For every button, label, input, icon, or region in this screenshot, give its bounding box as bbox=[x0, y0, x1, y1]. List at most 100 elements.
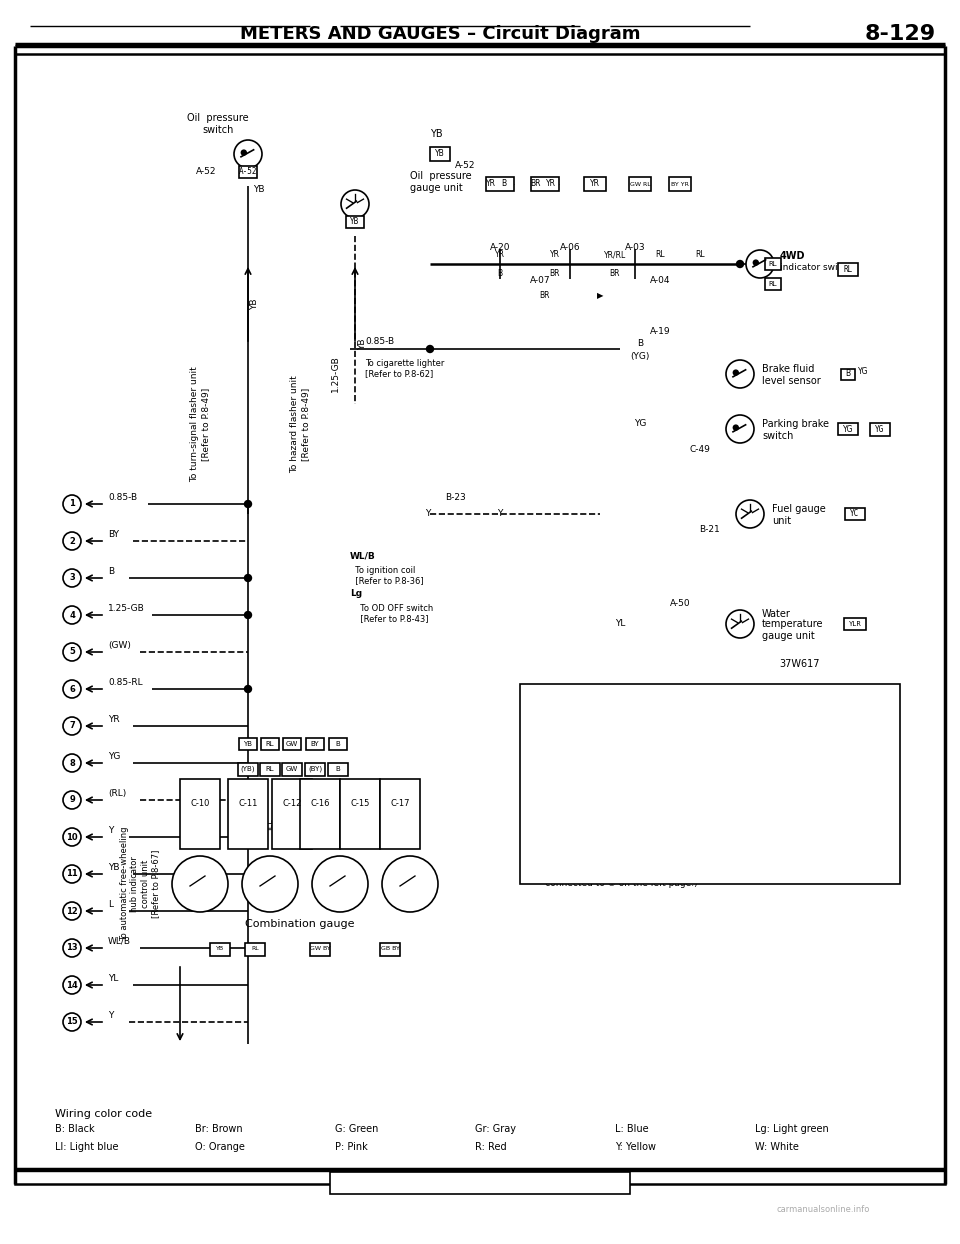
Text: RL: RL bbox=[695, 250, 705, 259]
Text: ▶: ▶ bbox=[597, 291, 603, 301]
Bar bbox=[239, 738, 257, 750]
Text: A-20: A-20 bbox=[490, 243, 511, 253]
Text: A-07: A-07 bbox=[530, 276, 550, 285]
Text: C-12: C-12 bbox=[282, 800, 301, 809]
Text: GW: GW bbox=[286, 766, 299, 773]
Text: C-15: C-15 bbox=[350, 800, 370, 809]
Bar bbox=[838, 423, 858, 435]
Text: GW BY: GW BY bbox=[310, 947, 330, 952]
Bar bbox=[210, 943, 230, 955]
Text: 12: 12 bbox=[66, 907, 78, 916]
Text: 3: 3 bbox=[69, 573, 75, 582]
Text: YR: YR bbox=[108, 715, 120, 724]
Circle shape bbox=[746, 250, 774, 277]
Text: GB BY: GB BY bbox=[380, 947, 399, 952]
Text: 5: 5 bbox=[69, 647, 75, 657]
Text: RL: RL bbox=[769, 261, 778, 267]
Text: YB: YB bbox=[108, 863, 119, 872]
Text: G: Green: G: Green bbox=[335, 1125, 378, 1135]
Text: Oil  pressure
switch: Oil pressure switch bbox=[187, 113, 249, 134]
Text: YB: YB bbox=[253, 185, 265, 194]
Circle shape bbox=[726, 360, 754, 388]
Circle shape bbox=[63, 1013, 81, 1031]
Bar bbox=[245, 943, 265, 955]
Bar bbox=[283, 738, 301, 750]
Bar bbox=[261, 738, 279, 750]
Text: (In other words, ① on the right page is: (In other words, ① on the right page is bbox=[528, 862, 720, 871]
Text: BY: BY bbox=[311, 741, 320, 746]
Bar bbox=[380, 943, 400, 955]
Circle shape bbox=[382, 856, 438, 912]
Text: BR: BR bbox=[550, 269, 561, 277]
Circle shape bbox=[63, 532, 81, 550]
Bar bbox=[272, 779, 312, 848]
Circle shape bbox=[736, 500, 764, 527]
Text: symbol) to the facing page.: symbol) to the facing page. bbox=[528, 845, 670, 853]
Text: C-17: C-17 bbox=[391, 800, 410, 809]
Text: 0.85-B: 0.85-B bbox=[108, 493, 137, 503]
Bar bbox=[238, 763, 258, 775]
Text: YR: YR bbox=[550, 250, 560, 259]
Bar bbox=[329, 738, 347, 750]
Circle shape bbox=[426, 346, 434, 352]
Circle shape bbox=[63, 902, 81, 921]
Text: 6: 6 bbox=[69, 684, 75, 693]
Text: YR: YR bbox=[495, 250, 505, 259]
Text: Lg: Light green: Lg: Light green bbox=[755, 1125, 828, 1135]
Circle shape bbox=[726, 610, 754, 638]
Bar bbox=[844, 618, 866, 629]
Text: B: B bbox=[636, 340, 643, 348]
Text: level sensor: level sensor bbox=[762, 376, 821, 386]
Circle shape bbox=[754, 260, 758, 265]
Bar bbox=[838, 262, 858, 275]
Bar bbox=[531, 177, 559, 192]
Text: YL: YL bbox=[108, 974, 118, 983]
Text: (3)  For information concerning the ground points: (3) For information concerning the groun… bbox=[528, 778, 753, 786]
Text: VOLT: VOLT bbox=[335, 814, 345, 835]
Text: (example: █ ), refer to P.8-7.: (example: █ ), refer to P.8-7. bbox=[528, 794, 674, 804]
Text: Y: Y bbox=[108, 1011, 113, 1020]
Text: YB: YB bbox=[430, 129, 443, 139]
Text: BY: BY bbox=[108, 530, 119, 539]
Text: B: B bbox=[336, 766, 341, 773]
Bar bbox=[305, 763, 325, 775]
Bar bbox=[765, 277, 781, 290]
Text: switch: switch bbox=[762, 430, 793, 442]
Circle shape bbox=[733, 371, 738, 376]
Text: R: Red: R: Red bbox=[475, 1142, 507, 1152]
Bar bbox=[310, 943, 330, 955]
Text: ILL: ILL bbox=[266, 819, 275, 830]
Text: BR: BR bbox=[531, 179, 541, 189]
Text: BY YR: BY YR bbox=[671, 182, 689, 187]
Text: YLR: YLR bbox=[849, 621, 861, 627]
Circle shape bbox=[63, 829, 81, 846]
Circle shape bbox=[736, 260, 743, 267]
Text: A-19: A-19 bbox=[650, 327, 670, 336]
Text: 1: 1 bbox=[69, 500, 75, 509]
Circle shape bbox=[245, 612, 252, 618]
Text: B: Black: B: Black bbox=[55, 1125, 95, 1135]
Text: A-52: A-52 bbox=[196, 168, 216, 177]
Bar bbox=[584, 177, 606, 192]
Bar bbox=[300, 779, 340, 848]
Circle shape bbox=[726, 415, 754, 443]
Circle shape bbox=[733, 425, 738, 430]
Text: YG: YG bbox=[858, 367, 869, 377]
Bar bbox=[629, 177, 651, 192]
Text: C-10: C-10 bbox=[190, 800, 209, 809]
Text: Brake fluid: Brake fluid bbox=[762, 364, 814, 374]
Text: To ignition coil
  [Refer to P.8-36]: To ignition coil [Refer to P.8-36] bbox=[350, 566, 423, 586]
Text: YR/RL: YR/RL bbox=[604, 250, 626, 259]
Text: Remarks: Remarks bbox=[530, 692, 585, 702]
Text: B-23: B-23 bbox=[445, 493, 466, 503]
Bar bbox=[520, 684, 900, 884]
Text: Lg: Lg bbox=[350, 590, 362, 598]
Text: Ll: Light blue: Ll: Light blue bbox=[55, 1142, 118, 1152]
Text: 0.85-B: 0.85-B bbox=[365, 337, 395, 346]
Circle shape bbox=[241, 151, 247, 156]
Circle shape bbox=[63, 569, 81, 587]
Text: O: Orange: O: Orange bbox=[195, 1142, 245, 1152]
Text: GW RL: GW RL bbox=[630, 182, 650, 187]
Bar bbox=[328, 763, 348, 775]
Text: RL: RL bbox=[844, 265, 852, 274]
